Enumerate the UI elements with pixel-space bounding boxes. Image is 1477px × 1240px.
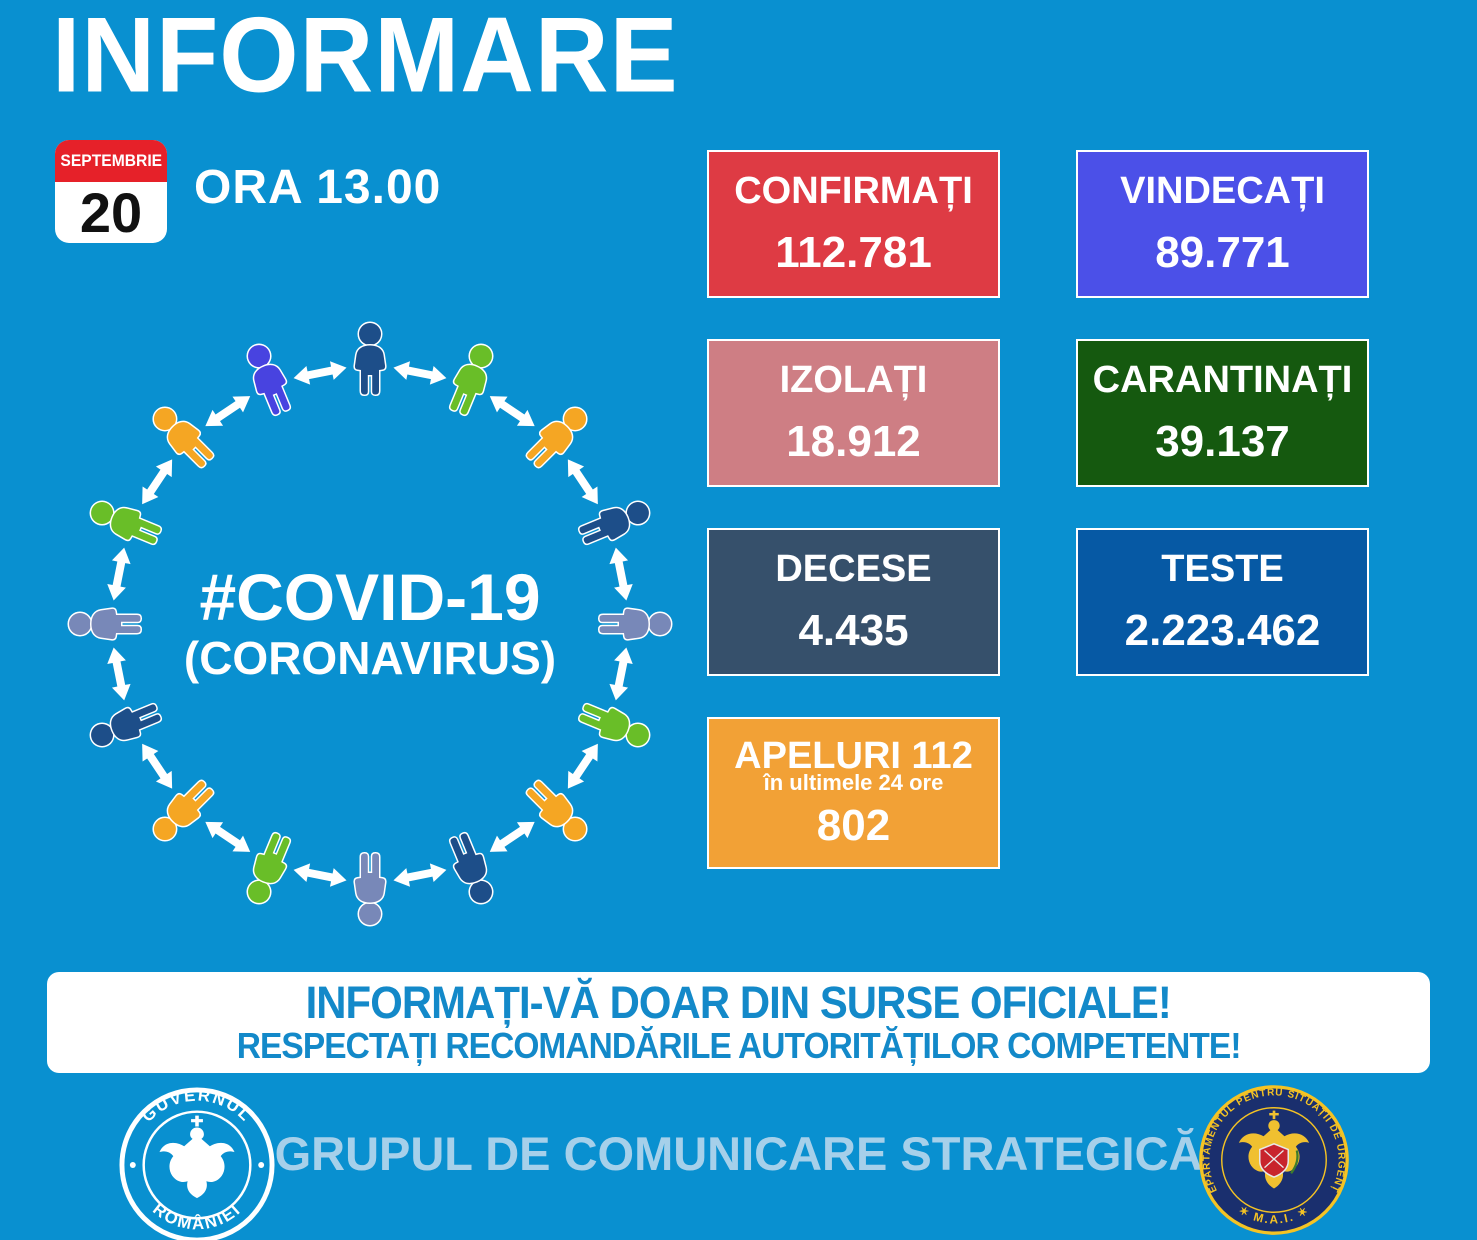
stat-value: 112.781 <box>775 228 932 278</box>
person-icon <box>448 831 494 905</box>
double-arrow-icon <box>107 647 131 701</box>
dsu-mai-seal: DEPARTAMENTUL PENTRU SITUAȚII DE URGENȚĂ… <box>1199 1085 1349 1235</box>
stat-label: TESTE <box>1161 547 1284 590</box>
double-arrow-icon <box>293 863 347 887</box>
calendar-month: SEPTEMBRIE <box>55 140 167 182</box>
stat-value: 18.912 <box>786 417 921 467</box>
stat-box-decese: DECESE 4.435 <box>707 528 1000 676</box>
person-icon <box>89 702 163 748</box>
person-icon <box>353 852 387 927</box>
banner-line-2: RESPECTAȚI RECOMANDĂRILE AUTORITĂȚILOR C… <box>236 1025 1242 1067</box>
person-icon <box>246 831 292 905</box>
double-arrow-icon <box>393 361 447 385</box>
person-icon <box>525 779 588 842</box>
stat-label: APELURI 112 <box>734 734 973 777</box>
person-icon <box>152 406 215 469</box>
stat-label: VINDECAȚI <box>1120 169 1325 212</box>
double-arrow-icon <box>142 743 173 789</box>
time-label: ORA 13.00 <box>194 161 442 214</box>
person-icon <box>525 406 588 469</box>
double-arrow-icon <box>567 459 598 505</box>
stat-box-apeluri-112: APELURI 112 în ultimele 24 ore 802 <box>707 717 1000 869</box>
people-circle-svg <box>67 321 673 927</box>
stat-label: CARANTINAȚI <box>1092 358 1353 401</box>
person-icon <box>67 607 142 641</box>
page-title: INFORMARE <box>52 0 679 115</box>
person-icon <box>246 343 292 417</box>
stat-label: CONFIRMAȚI <box>734 169 973 212</box>
double-arrow-icon <box>142 459 173 505</box>
double-arrow-icon <box>393 863 447 887</box>
people-circle-diagram: #COVID-19 (CORONAVIRUS) <box>58 312 682 936</box>
stat-sublabel: în ultimele 24 ore <box>763 769 944 795</box>
stat-value: 802 <box>816 801 891 851</box>
stat-label: IZOLAȚI <box>779 358 928 401</box>
banner-line-1: INFORMAȚI-VĂ DOAR DIN SURSE OFICIALE! <box>305 977 1172 1029</box>
person-icon <box>448 343 494 417</box>
gov-seal-bottom-text: ROMÂNIEI <box>149 1199 243 1233</box>
double-arrow-icon <box>107 547 131 601</box>
double-arrow-icon <box>489 396 535 427</box>
stat-value: 89.771 <box>1155 228 1290 278</box>
calendar-icon: SEPTEMBRIE 20 <box>55 140 167 243</box>
double-arrow-icon <box>205 396 251 427</box>
person-icon <box>89 500 163 546</box>
stat-value: 2.223.462 <box>1124 606 1321 656</box>
stat-value: 4.435 <box>798 606 909 656</box>
official-sources-banner: INFORMAȚI-VĂ DOAR DIN SURSE OFICIALE! RE… <box>47 972 1430 1073</box>
person-icon <box>577 702 651 748</box>
stat-label: DECESE <box>775 547 932 590</box>
svg-text:ROMÂNIEI: ROMÂNIEI <box>149 1199 245 1233</box>
calendar-month-label: SEPTEMBRIE <box>60 151 162 170</box>
stat-box-izolati: IZOLAȚI 18.912 <box>707 339 1000 487</box>
double-arrow-icon <box>609 647 633 701</box>
double-arrow-icon <box>205 821 251 852</box>
stat-box-confirmati: CONFIRMAȚI 112.781 <box>707 150 1000 298</box>
double-arrow-icon <box>293 361 347 385</box>
guvernul-romaniei-seal: GUVERNUL ROMÂNIEI <box>119 1086 275 1240</box>
stat-box-carantinati: CARANTINAȚI 39.137 <box>1076 339 1369 487</box>
footer-title: GRUPUL DE COMUNICARE STRATEGICĂ <box>274 1127 1203 1180</box>
dsu-eagle-icon <box>1238 1110 1310 1189</box>
person-icon <box>152 779 215 842</box>
stat-box-vindecati: VINDECAȚI 89.771 <box>1076 150 1369 298</box>
stat-box-teste: TESTE 2.223.462 <box>1076 528 1369 676</box>
person-icon <box>577 500 651 546</box>
double-arrow-icon <box>567 743 598 789</box>
person-icon <box>598 607 673 641</box>
double-arrow-icon <box>609 547 633 601</box>
double-arrow-icon <box>489 821 535 852</box>
calendar-day: 20 <box>79 180 143 243</box>
gov-eagle-icon <box>159 1115 235 1199</box>
stat-value: 39.137 <box>1155 417 1290 467</box>
person-icon <box>353 321 387 396</box>
